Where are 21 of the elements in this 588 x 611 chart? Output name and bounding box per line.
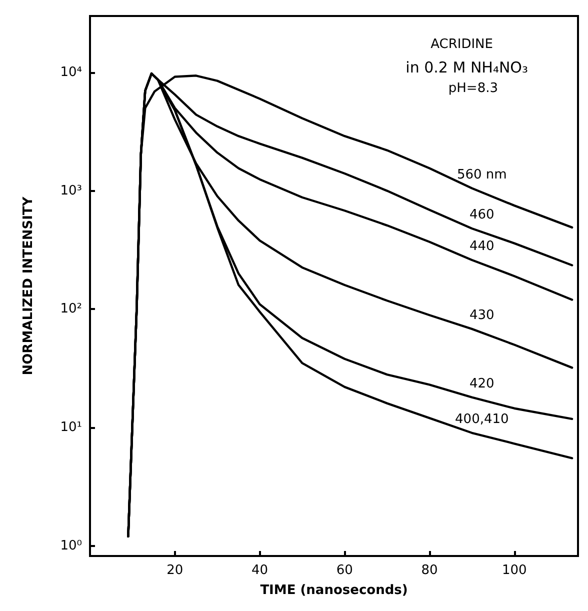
annotation: pH=8.3 (448, 81, 498, 96)
y-axis-title: NORMALIZED INTENSITY (21, 196, 36, 376)
x-tick-label: 80 (421, 563, 438, 578)
series-label: 420 (470, 376, 494, 392)
series-label: 400,410 (455, 412, 509, 427)
y-tick-label: 10⁴ (60, 64, 82, 80)
y-tick-label: 10¹ (60, 420, 82, 435)
series-label: 440 (470, 239, 494, 254)
annotation: in 0.2 M NH₄NO₃ (406, 58, 528, 76)
x-tick-label: 60 (336, 563, 353, 578)
x-tick-label: 40 (251, 563, 268, 578)
series-label: 430 (470, 308, 494, 323)
y-tick-label: 10² (60, 302, 82, 317)
x-tick-label: 20 (166, 563, 184, 578)
y-tick-label: 10³ (60, 183, 82, 198)
y-tick-label: 10⁰ (60, 538, 82, 554)
series-label: 460 (470, 208, 494, 223)
x-axis-title: TIME (nanoseconds) (260, 583, 408, 598)
x-tick-label: 100 (502, 563, 527, 578)
series-label: 560 nm (456, 167, 507, 182)
annotation: ACRIDINE (430, 37, 494, 52)
